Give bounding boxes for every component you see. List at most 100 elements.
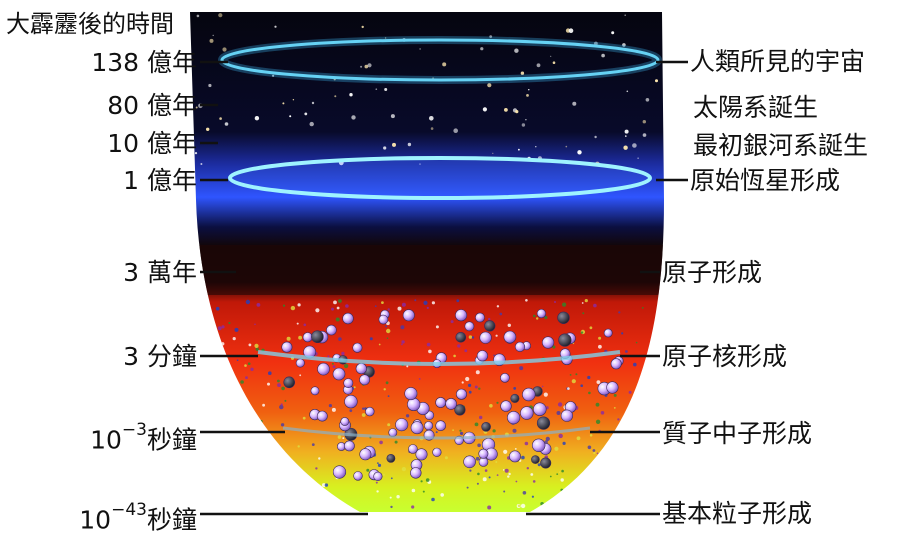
time-label-1e-3s: 10−3秒鐘 bbox=[90, 420, 197, 454]
particle bbox=[374, 305, 377, 308]
particle bbox=[635, 448, 638, 451]
particle bbox=[229, 387, 232, 390]
particle bbox=[482, 477, 487, 482]
particle-sphere bbox=[373, 471, 383, 482]
particle bbox=[488, 317, 491, 321]
particle bbox=[617, 418, 620, 421]
particle bbox=[524, 441, 529, 446]
particle bbox=[508, 472, 511, 476]
time-unit: 秒鐘 bbox=[146, 425, 197, 455]
particle-sphere bbox=[478, 457, 489, 467]
star bbox=[489, 35, 493, 38]
particle-sphere bbox=[610, 358, 622, 370]
particle bbox=[603, 457, 605, 459]
event-protons-neutrons: 質子中子形成 bbox=[662, 419, 813, 448]
star bbox=[637, 157, 639, 159]
particle bbox=[496, 474, 499, 476]
particle bbox=[492, 429, 496, 433]
star bbox=[504, 108, 508, 112]
particle bbox=[474, 422, 479, 427]
particle bbox=[561, 469, 564, 473]
particle bbox=[618, 486, 622, 490]
particle bbox=[236, 359, 239, 362]
particle-sphere bbox=[463, 455, 476, 469]
particle bbox=[549, 475, 552, 478]
particle bbox=[466, 486, 469, 489]
particle-sphere bbox=[484, 320, 496, 332]
star bbox=[200, 163, 203, 165]
particle-sphere bbox=[479, 331, 492, 344]
particle bbox=[584, 299, 588, 303]
particle bbox=[526, 467, 529, 470]
ring-observable-universe bbox=[220, 38, 660, 82]
star bbox=[282, 102, 285, 105]
star bbox=[518, 148, 520, 151]
particle bbox=[515, 480, 518, 483]
star bbox=[222, 47, 227, 52]
particle bbox=[456, 299, 460, 303]
particle bbox=[385, 381, 389, 385]
star bbox=[601, 53, 605, 58]
ring-observable-universe-glow bbox=[218, 36, 662, 84]
right-tick-lines bbox=[526, 60, 688, 516]
star bbox=[429, 116, 434, 121]
particle-sphere bbox=[536, 308, 547, 319]
particle bbox=[477, 443, 481, 448]
particle bbox=[341, 351, 345, 356]
particle-sphere bbox=[455, 309, 468, 322]
particle-sphere bbox=[311, 330, 324, 344]
star bbox=[349, 93, 353, 97]
particle bbox=[499, 312, 503, 316]
particle-sphere bbox=[310, 386, 320, 396]
particle bbox=[405, 414, 410, 418]
particle bbox=[635, 341, 638, 344]
particle bbox=[623, 438, 627, 442]
particle bbox=[581, 302, 584, 304]
particle bbox=[566, 490, 568, 493]
particle-sphere bbox=[352, 342, 363, 353]
star bbox=[453, 128, 459, 133]
particle bbox=[605, 477, 609, 482]
particle bbox=[589, 434, 593, 437]
particle bbox=[274, 477, 277, 480]
particle bbox=[596, 452, 599, 455]
particle bbox=[426, 306, 429, 309]
star bbox=[552, 61, 556, 64]
particle bbox=[387, 308, 390, 311]
particle bbox=[378, 343, 381, 346]
particle bbox=[331, 500, 336, 506]
star bbox=[521, 123, 526, 127]
star bbox=[194, 152, 198, 155]
star bbox=[622, 43, 626, 47]
time-exponent: −43 bbox=[111, 500, 147, 520]
star bbox=[594, 135, 597, 139]
particle bbox=[218, 484, 220, 487]
particle-sphere bbox=[316, 410, 328, 422]
star bbox=[565, 145, 568, 148]
particle bbox=[605, 449, 610, 454]
particle bbox=[560, 488, 564, 492]
band-nuclei-line bbox=[257, 350, 621, 366]
particle bbox=[280, 403, 283, 406]
particle bbox=[507, 323, 511, 327]
particle bbox=[426, 342, 431, 347]
star bbox=[407, 142, 412, 147]
particle bbox=[626, 499, 631, 504]
particle bbox=[254, 323, 256, 326]
star bbox=[361, 25, 364, 29]
particle bbox=[401, 467, 406, 472]
star bbox=[254, 116, 260, 121]
particle-sphere bbox=[520, 406, 534, 420]
particle bbox=[642, 412, 645, 415]
particle bbox=[621, 332, 624, 335]
particle-sphere bbox=[432, 447, 442, 457]
star bbox=[528, 89, 530, 91]
particle bbox=[297, 445, 300, 448]
particle-sphere bbox=[435, 397, 447, 408]
particle bbox=[214, 370, 219, 375]
particle bbox=[591, 482, 596, 487]
particle bbox=[537, 463, 541, 467]
particle bbox=[623, 486, 628, 491]
star bbox=[384, 88, 388, 91]
